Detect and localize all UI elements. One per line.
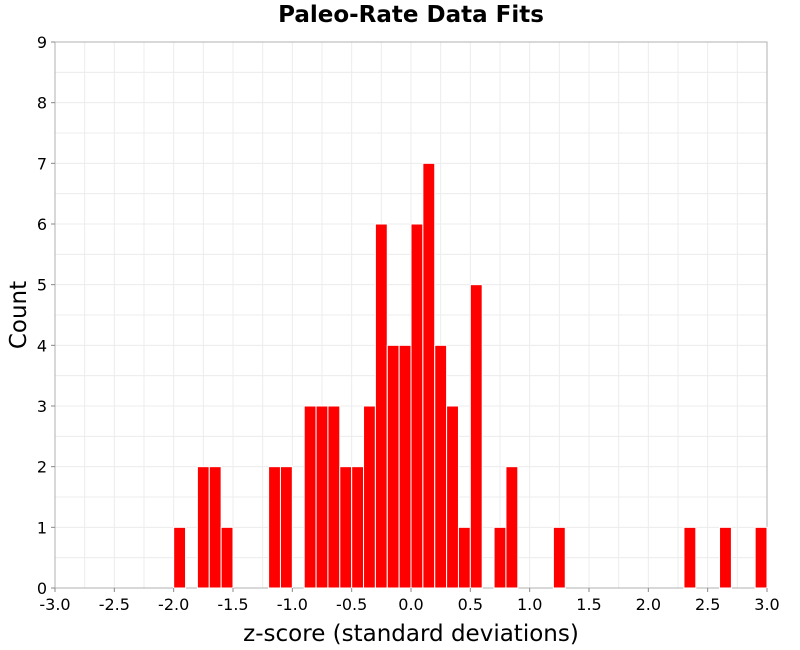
bar xyxy=(434,344,448,589)
chart-title: Paleo-Rate Data Fits xyxy=(278,2,544,28)
bar xyxy=(754,526,768,589)
x-axis-label: z-score (standard deviations) xyxy=(243,621,579,647)
x-tick-label: 1.0 xyxy=(517,595,542,614)
y-tick-label: 5 xyxy=(37,276,47,295)
x-tick-label: 1.5 xyxy=(576,595,601,614)
y-tick-label: 9 xyxy=(37,33,47,52)
bar xyxy=(469,284,483,589)
bar xyxy=(457,526,471,589)
y-tick-label: 2 xyxy=(37,458,47,477)
bar xyxy=(386,344,400,589)
bars xyxy=(173,162,768,589)
x-axis-ticks: -3.0 -2.5 -2.0 -1.5 -1.0 -0.5 0.0 0.5 1.0 1.5 2.0 2… xyxy=(39,588,780,614)
bar xyxy=(315,405,329,589)
bar xyxy=(683,526,697,589)
y-tick-label: 4 xyxy=(37,336,47,355)
bar xyxy=(268,466,281,589)
y-tick-label: 7 xyxy=(37,154,47,173)
bar xyxy=(719,526,732,589)
y-tick-label: 3 xyxy=(37,397,47,416)
x-tick-label: -3.0 xyxy=(39,595,70,614)
y-tick-label: 6 xyxy=(37,215,47,234)
bar xyxy=(351,466,365,589)
bar xyxy=(493,526,507,589)
bar xyxy=(505,466,519,589)
x-tick-label: 2.5 xyxy=(695,595,720,614)
bar xyxy=(446,405,459,589)
bar xyxy=(220,526,234,589)
bar xyxy=(410,223,424,589)
x-tick-label: -0.5 xyxy=(336,595,367,614)
x-tick-label: -1.0 xyxy=(277,595,308,614)
bar xyxy=(327,405,341,589)
bar xyxy=(339,466,353,589)
bar xyxy=(208,466,222,589)
bar xyxy=(363,405,376,589)
y-tick-label: 0 xyxy=(37,579,47,598)
bar xyxy=(303,405,317,589)
bar xyxy=(374,223,388,589)
x-tick-label: -1.5 xyxy=(217,595,248,614)
x-tick-label: -2.0 xyxy=(158,595,189,614)
bar xyxy=(422,162,436,589)
x-tick-label: 0.5 xyxy=(458,595,483,614)
bar xyxy=(196,466,210,589)
y-axis-ticks: 0 1 2 3 4 5 6 7 8 9 xyxy=(37,33,55,598)
x-tick-label: 3.0 xyxy=(754,595,779,614)
x-tick-label: 2.0 xyxy=(636,595,661,614)
x-tick-label: 0.0 xyxy=(398,595,423,614)
bar xyxy=(173,526,187,589)
bar xyxy=(398,344,412,589)
y-tick-label: 8 xyxy=(37,94,47,113)
bar xyxy=(279,466,293,589)
bar xyxy=(552,526,566,589)
y-axis-label: Count xyxy=(6,281,32,349)
y-tick-label: 1 xyxy=(37,518,47,537)
x-tick-label: -2.5 xyxy=(99,595,130,614)
